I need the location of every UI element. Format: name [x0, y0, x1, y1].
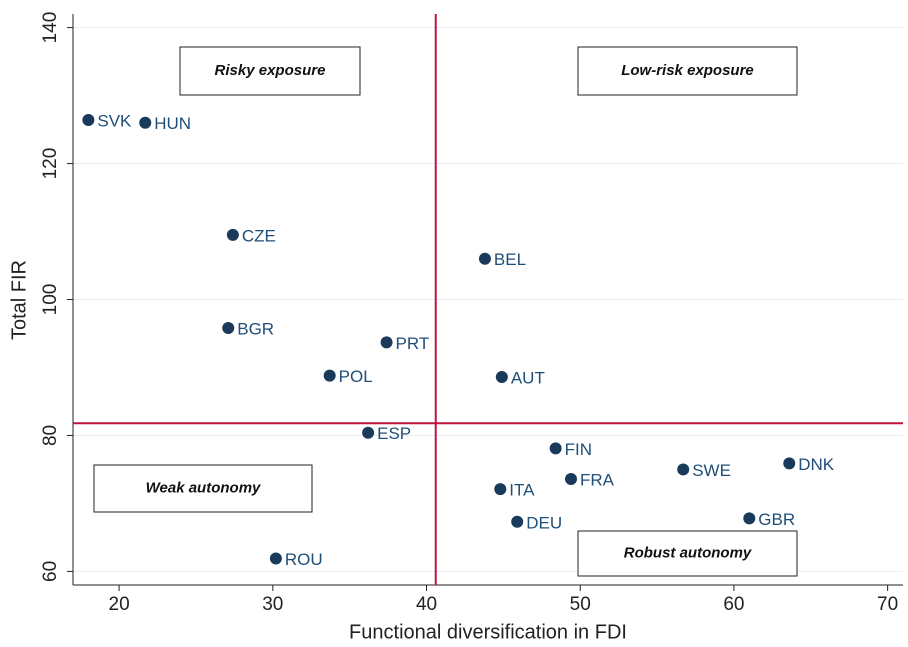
- x-tick-label: 20: [109, 594, 130, 615]
- point: [783, 457, 796, 470]
- y-tick-label: 120: [40, 148, 61, 180]
- point-label: CZE: [242, 226, 276, 245]
- point-label: FIN: [565, 440, 592, 459]
- annotation: Low-risk exposure: [621, 62, 754, 79]
- y-axis-title: Total FIR: [8, 260, 30, 340]
- point-label: HUN: [154, 114, 191, 133]
- point: [478, 252, 491, 265]
- x-tick-label: 30: [262, 594, 283, 615]
- point-label: BEL: [494, 250, 526, 269]
- point-label: SWE: [692, 461, 731, 480]
- point: [743, 512, 756, 525]
- point-label: ROU: [285, 550, 323, 569]
- point: [511, 515, 524, 528]
- point-label: ESP: [377, 424, 411, 443]
- y-tick-label: 140: [40, 12, 61, 44]
- x-tick-label: 40: [416, 594, 437, 615]
- point: [82, 114, 95, 127]
- annotation-box: [93, 464, 313, 513]
- point: [269, 552, 282, 565]
- point-label: ITA: [509, 481, 535, 500]
- annotation-box: [179, 46, 361, 96]
- point-label: POL: [339, 367, 373, 386]
- x-tick-label: 60: [723, 594, 744, 615]
- point: [494, 483, 507, 496]
- annotation: Weak autonomy: [146, 479, 261, 496]
- annotation: Risky exposure: [215, 62, 326, 79]
- point-label: DNK: [798, 455, 835, 474]
- point: [549, 442, 562, 455]
- point: [222, 322, 235, 335]
- point-label: GBR: [758, 510, 795, 529]
- point: [323, 369, 336, 382]
- x-axis-title: Functional diversification in FDI: [349, 621, 627, 643]
- point-label: DEU: [526, 513, 562, 532]
- point: [226, 228, 239, 241]
- y-tick-label: 100: [40, 284, 61, 316]
- annotation-box: [577, 530, 798, 577]
- annotation-box: [577, 46, 798, 96]
- point-label: PRT: [396, 334, 430, 353]
- point: [565, 472, 577, 485]
- point: [139, 116, 152, 129]
- point: [495, 370, 508, 383]
- point-label: AUT: [511, 368, 545, 387]
- point: [380, 336, 393, 349]
- point: [362, 426, 375, 439]
- point-label: SVK: [97, 112, 132, 131]
- x-tick-label: 50: [570, 594, 591, 615]
- y-tick-label: 80: [40, 425, 61, 446]
- point-label: BGR: [237, 320, 274, 339]
- y-tick-label: 60: [40, 561, 61, 582]
- annotation: Robust autonomy: [624, 544, 752, 561]
- x-tick-label: 70: [877, 594, 898, 615]
- point-label: FRA: [580, 470, 615, 489]
- point: [677, 463, 690, 476]
